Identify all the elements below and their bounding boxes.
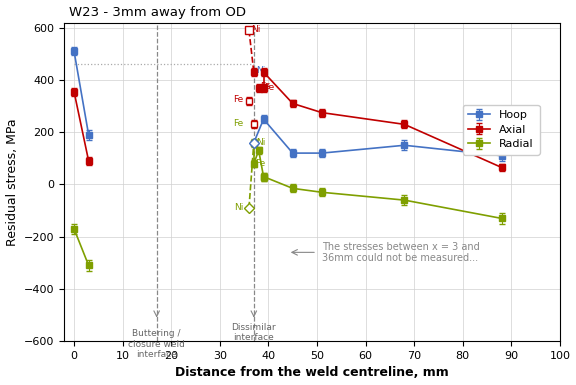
Text: Fe: Fe <box>255 159 265 167</box>
Text: W23 - 3mm away from OD: W23 - 3mm away from OD <box>69 5 247 18</box>
Y-axis label: Residual stress, MPa: Residual stress, MPa <box>6 118 18 246</box>
Text: Fe: Fe <box>260 82 270 91</box>
Text: Fe: Fe <box>233 119 243 128</box>
Text: Buttering /
closure weld
interface: Buttering / closure weld interface <box>128 330 185 359</box>
Text: Ni: Ni <box>256 66 266 75</box>
Text: Ni: Ni <box>234 203 243 212</box>
Text: Ni: Ni <box>256 137 266 147</box>
Text: The stresses between x = 3 and
36mm could not be measured...: The stresses between x = 3 and 36mm coul… <box>322 241 480 263</box>
X-axis label: Distance from the weld centreline, mm: Distance from the weld centreline, mm <box>175 367 449 380</box>
Legend: Hoop, Axial, Radial: Hoop, Axial, Radial <box>463 105 540 154</box>
Text: Fe: Fe <box>233 95 243 104</box>
Text: Ni: Ni <box>251 25 261 33</box>
Text: Dissimilar
interface: Dissimilar interface <box>232 323 276 342</box>
Text: Fe: Fe <box>264 82 275 92</box>
